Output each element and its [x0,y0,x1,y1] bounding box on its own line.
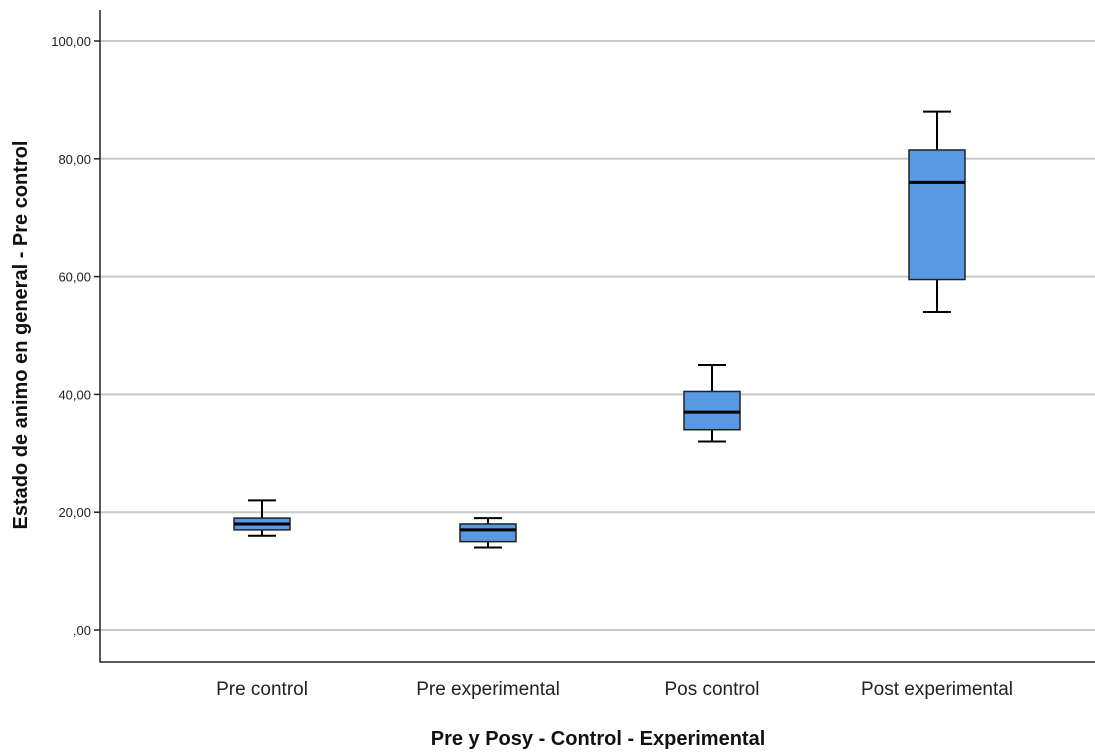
x-category-label: Pos control [664,679,759,700]
y-tick-label: 60,00 [58,270,91,285]
y-tick-label: ,00 [73,623,91,638]
x-category-label: Pre experimental [416,679,560,700]
y-tick-label: 100,00 [51,34,91,49]
y-tick-label: 80,00 [58,152,91,167]
box-post-experimental [908,110,966,313]
box-pos-control [683,363,741,443]
box-pre-experimental [459,517,517,549]
box-pre-control [233,499,291,537]
y-tick-label: 20,00 [58,505,91,520]
y-tick-labels: ,00 20,00 40,00 60,00 80,00 100,00 [51,34,100,638]
x-category-label: Pre control [216,679,308,700]
boxes [233,110,966,549]
iqr-box [908,149,966,281]
y-tick-label: 40,00 [58,387,91,402]
x-category-label: Post experimental [861,679,1013,700]
iqr-box [459,523,517,543]
x-category-labels: Pre control Pre experimental Pos control Po… [216,679,1013,700]
y-axis-title: Estado de animo en general - Pre control [10,141,32,530]
x-axis-title: Pre y Posy - Control - Experimental [431,728,766,750]
plot-frame [99,10,1095,663]
gridlines [100,40,1095,631]
